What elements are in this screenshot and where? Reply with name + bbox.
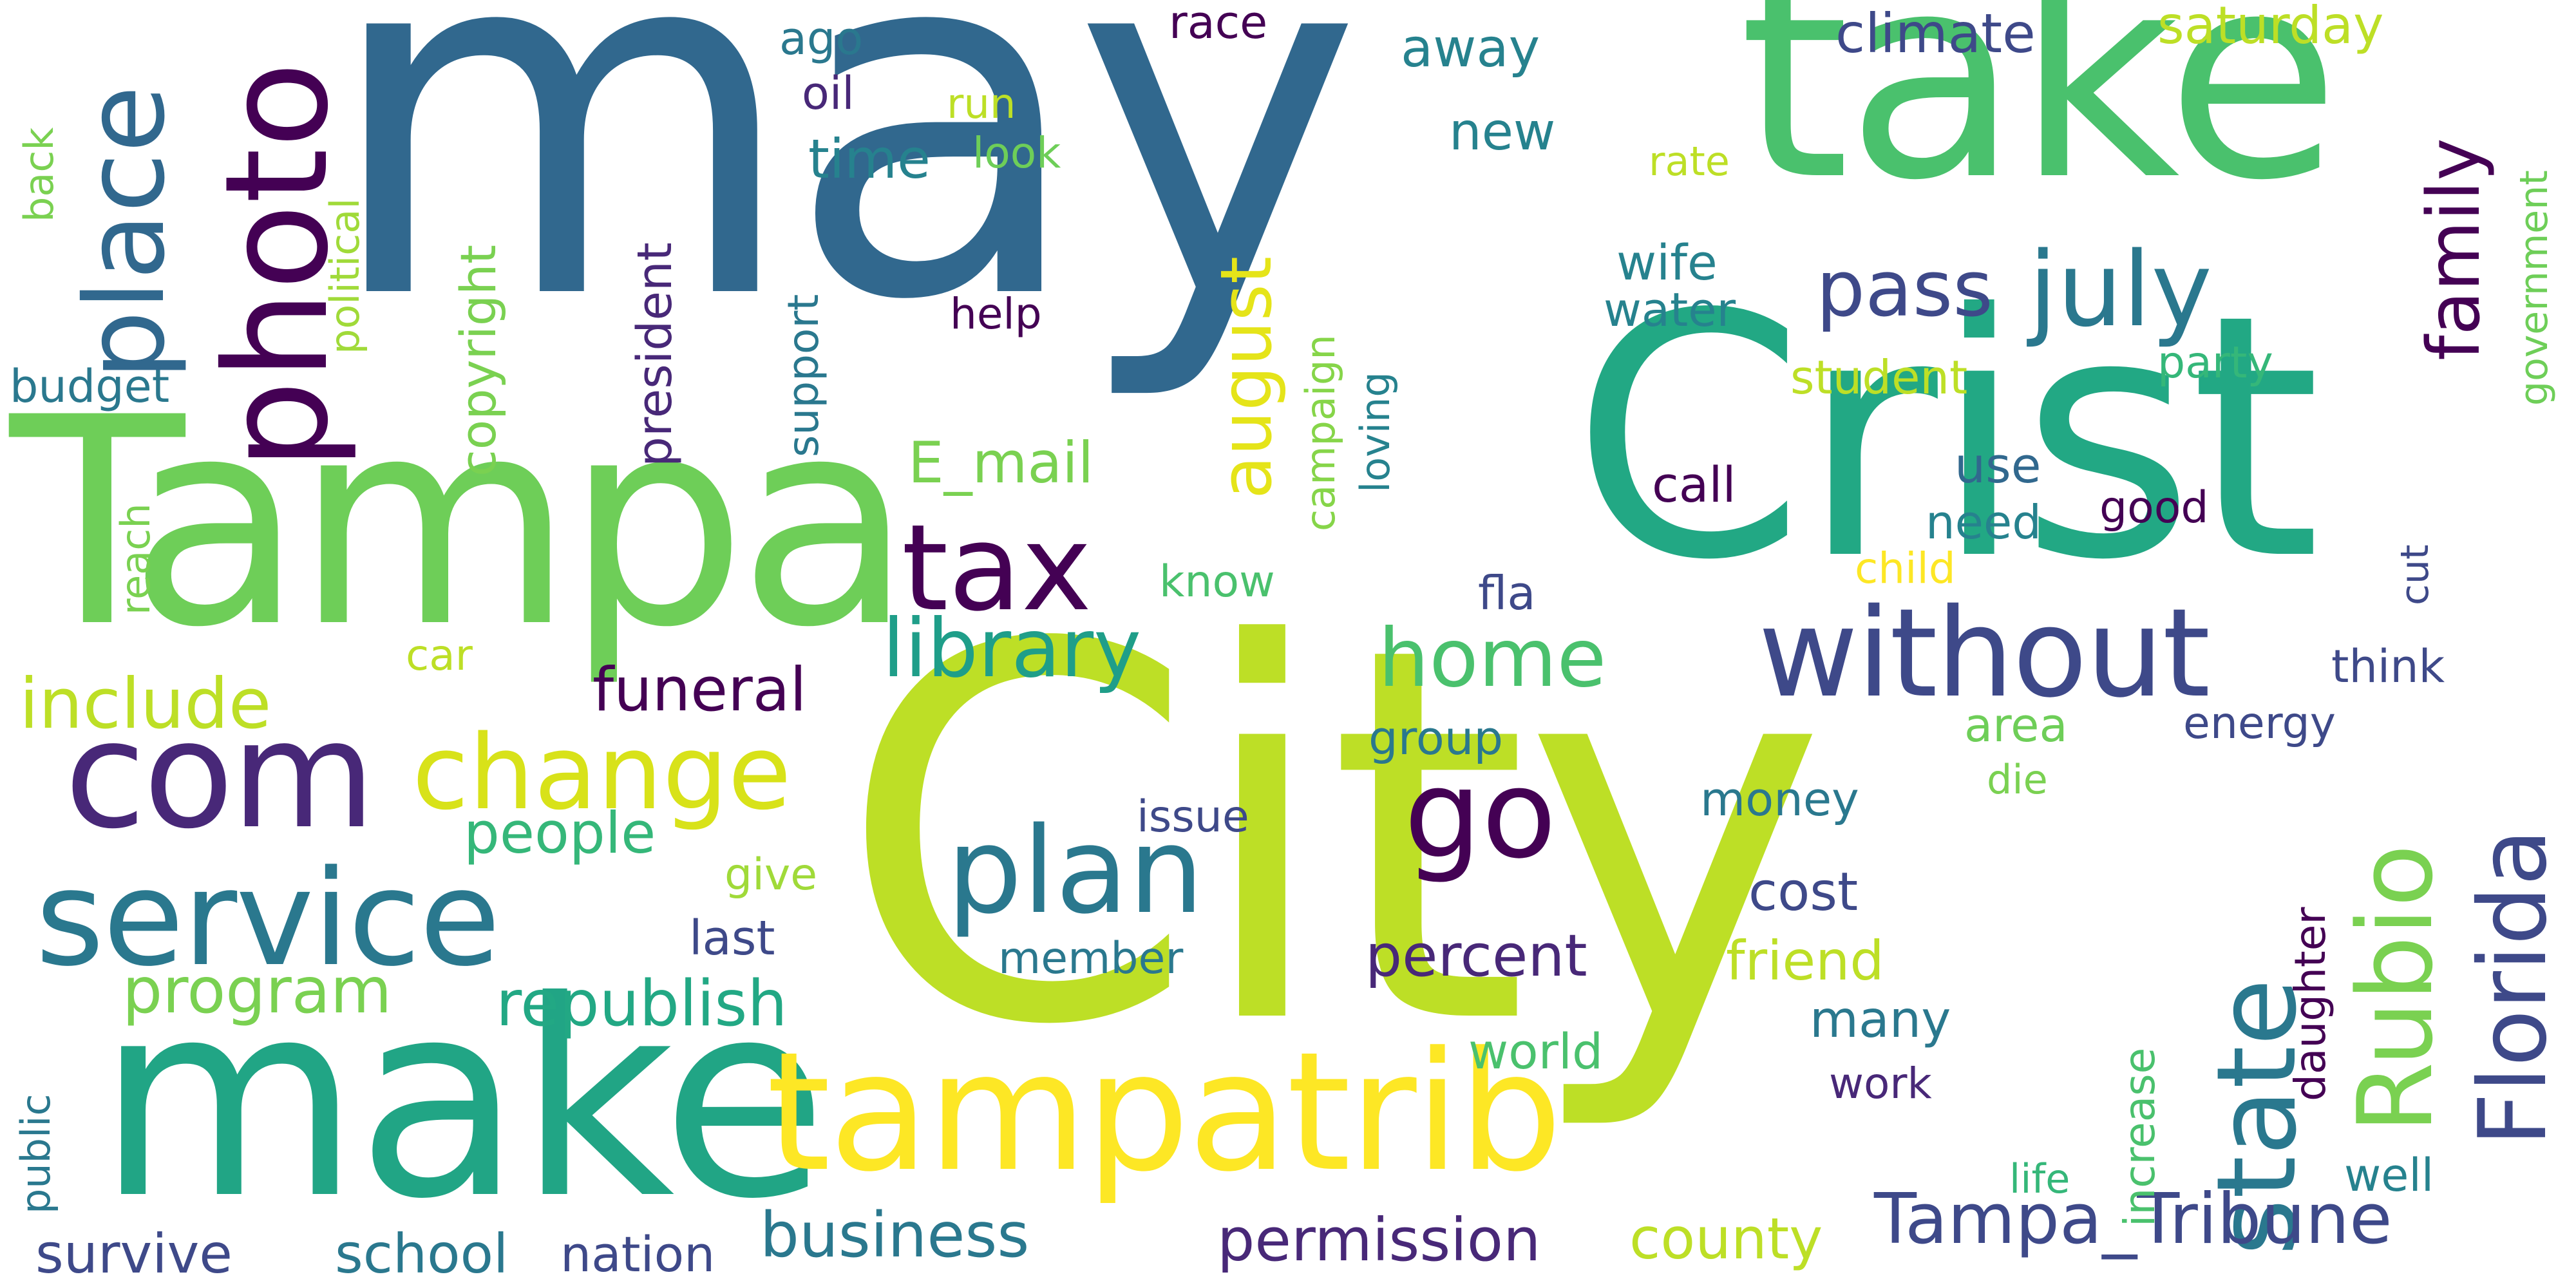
word-know: know bbox=[1159, 556, 1275, 607]
word-friend: friend bbox=[1726, 929, 1884, 992]
word-wife: wife bbox=[1616, 234, 1718, 291]
word-energy: energy bbox=[2183, 698, 2336, 749]
word-include: include bbox=[19, 664, 272, 744]
word-money: money bbox=[1700, 772, 1859, 826]
word-time: time bbox=[808, 128, 931, 191]
word-help: help bbox=[950, 289, 1042, 339]
word-place: place bbox=[62, 85, 189, 380]
word-tax: tax bbox=[902, 498, 1092, 638]
word-home: home bbox=[1378, 612, 1607, 705]
word-percent: percent bbox=[1365, 922, 1587, 990]
word-survive: survive bbox=[35, 1222, 232, 1285]
word-library: library bbox=[882, 602, 1142, 696]
word-without: without bbox=[1758, 582, 2210, 724]
word-last: last bbox=[689, 911, 775, 966]
word-look: look bbox=[972, 128, 1061, 178]
word-think: think bbox=[2331, 640, 2445, 693]
word-water: water bbox=[1604, 283, 1736, 337]
word-july: july bbox=[2029, 229, 2212, 350]
word-rate: rate bbox=[1649, 138, 1730, 185]
word-run: run bbox=[947, 80, 1016, 128]
word-fla: fla bbox=[1478, 566, 1536, 620]
word-need: need bbox=[1926, 495, 2041, 549]
word-budget: budget bbox=[10, 360, 170, 413]
word-use: use bbox=[1955, 437, 2041, 494]
word-public: public bbox=[12, 1094, 59, 1214]
word-oil: oil bbox=[802, 67, 855, 120]
word-party: party bbox=[2157, 337, 2273, 388]
word-student: student bbox=[1790, 350, 1968, 404]
word-group: group bbox=[1368, 711, 1504, 765]
word-give: give bbox=[724, 849, 818, 900]
word-go: go bbox=[1404, 743, 1557, 886]
word-many: many bbox=[1810, 991, 1951, 1049]
word-car: car bbox=[406, 630, 473, 680]
word-school: school bbox=[335, 1222, 509, 1285]
word-world: world bbox=[1468, 1023, 1604, 1080]
word-away: away bbox=[1401, 18, 1540, 79]
word-increase: increase bbox=[2115, 1047, 2164, 1227]
word-good: good bbox=[2099, 482, 2209, 533]
word-tampa-tribune: Tampa_Tribune bbox=[1874, 1179, 2392, 1260]
word-tampa: Tampa bbox=[10, 356, 914, 690]
word-tampatrib: tampatrib bbox=[766, 1017, 1562, 1208]
word-people: people bbox=[464, 800, 656, 866]
word-die: die bbox=[1987, 756, 2048, 803]
word-president: president bbox=[627, 242, 683, 467]
word-support: support bbox=[779, 294, 828, 457]
word-city: City bbox=[837, 537, 1828, 1137]
word-service: service bbox=[35, 842, 500, 996]
word-pass: pass bbox=[1816, 245, 1993, 334]
word-august: august bbox=[1205, 256, 1287, 499]
word-republish: republish bbox=[496, 967, 788, 1041]
word-ago: ago bbox=[779, 12, 864, 65]
word-climate: climate bbox=[1835, 2, 2036, 65]
word-copyright: copyright bbox=[450, 244, 507, 477]
word-business: business bbox=[760, 1199, 1030, 1271]
word-back: back bbox=[15, 127, 62, 222]
word-well: well bbox=[2344, 1149, 2434, 1202]
word-cost: cost bbox=[1748, 862, 1859, 923]
word-daughter: daughter bbox=[2286, 907, 2335, 1101]
word-crist: Crist bbox=[1571, 243, 2321, 633]
word-county: county bbox=[1629, 1206, 1823, 1272]
word-race: race bbox=[1169, 0, 1268, 49]
word-saturday: saturday bbox=[2157, 0, 2384, 55]
word-life: life bbox=[2009, 1155, 2070, 1202]
word-cut: cut bbox=[2392, 544, 2438, 605]
word-permission: permission bbox=[1217, 1206, 1541, 1274]
word-member: member bbox=[998, 933, 1184, 984]
word-change: change bbox=[412, 712, 791, 833]
word-program: program bbox=[122, 954, 392, 1028]
word-make: make bbox=[97, 943, 828, 1258]
word-take: take bbox=[1739, 0, 2340, 242]
word-area: area bbox=[1964, 698, 2068, 752]
word-may: may bbox=[322, 0, 1363, 407]
word-plan: plan bbox=[947, 801, 1204, 940]
word-political: political bbox=[321, 198, 368, 354]
word-child: child bbox=[1855, 544, 1956, 593]
word-florida: Florida bbox=[2459, 828, 2568, 1146]
word-com: com bbox=[64, 690, 375, 862]
word-nation: nation bbox=[560, 1226, 715, 1283]
word-issue: issue bbox=[1137, 791, 1249, 842]
word-new: new bbox=[1449, 102, 1556, 162]
word-rubio: Rubio bbox=[2335, 844, 2456, 1133]
word-family: family bbox=[2412, 138, 2496, 361]
word-funeral: funeral bbox=[592, 655, 807, 725]
word-government: government bbox=[2512, 170, 2557, 406]
word-call: call bbox=[1652, 456, 1736, 513]
word-reach: reach bbox=[112, 503, 159, 615]
word-campaign: campaign bbox=[1297, 334, 1344, 531]
word-work: work bbox=[1829, 1059, 1932, 1108]
word-email: E_mail bbox=[908, 430, 1094, 496]
word-loving: loving bbox=[1352, 372, 1399, 493]
